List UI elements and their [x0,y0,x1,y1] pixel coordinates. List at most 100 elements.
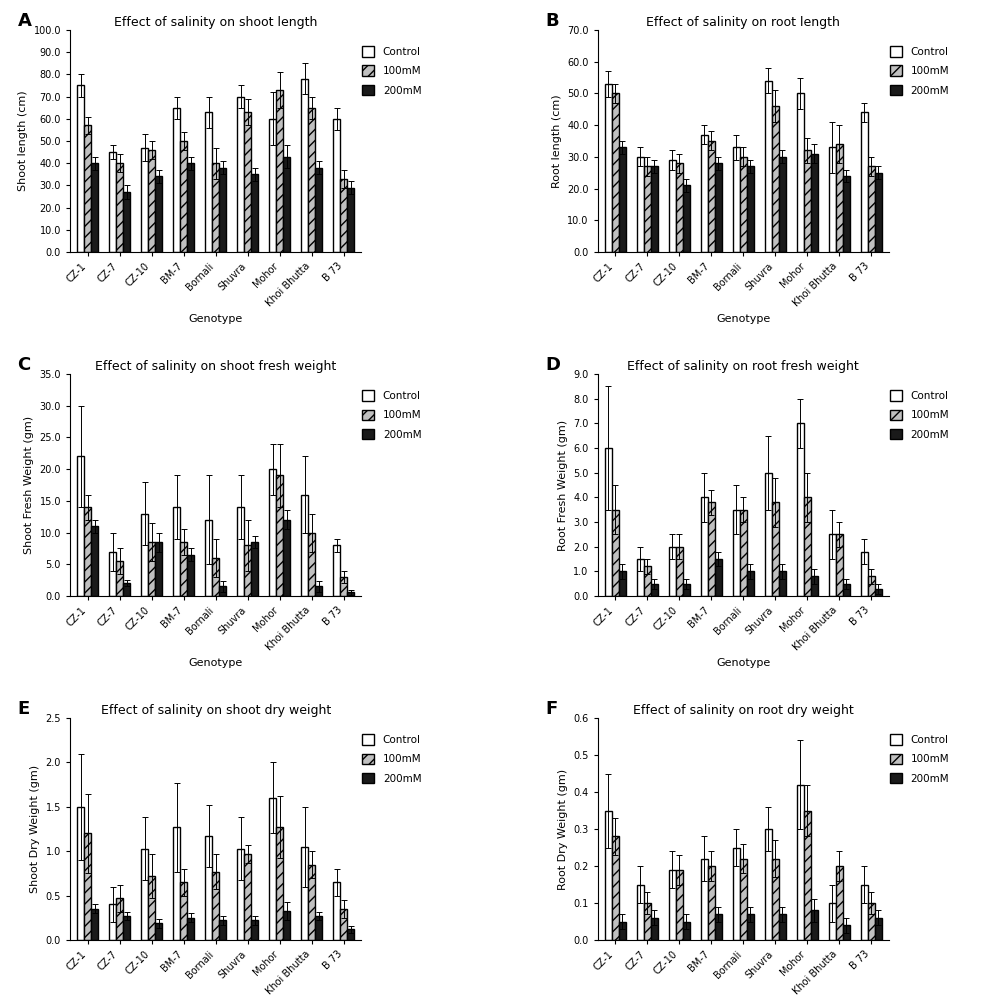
Bar [861,552,868,596]
Bar [340,909,347,940]
Bar [829,903,836,940]
Bar [836,866,843,940]
Bar [301,495,308,596]
Title: Effect of salinity on root length: Effect of salinity on root length [646,16,840,29]
Bar [123,192,130,252]
Bar [772,106,779,252]
Bar [733,147,740,252]
Bar [308,533,315,596]
Bar [123,583,130,596]
Bar [244,112,251,252]
Bar [605,84,612,252]
Bar [212,558,219,596]
Bar [644,166,651,252]
Bar [269,469,276,596]
X-axis label: Genotype: Genotype [189,314,243,324]
Y-axis label: Shoot length (cm): Shoot length (cm) [18,91,28,191]
Bar [619,922,626,940]
Bar [84,507,91,596]
Bar [612,836,619,940]
Text: F: F [545,700,557,718]
Bar [308,865,315,940]
Bar [205,112,212,252]
Bar [829,534,836,596]
Bar [91,163,98,252]
Bar [605,448,612,596]
Bar [77,456,84,596]
Bar [283,520,290,596]
Bar [733,510,740,596]
Bar [740,157,747,252]
Bar [875,918,882,940]
Bar [715,163,722,252]
Bar [205,520,212,596]
Bar [651,166,658,252]
Bar [612,510,619,596]
Y-axis label: Shoot Fresh Weight (gm): Shoot Fresh Weight (gm) [24,416,34,554]
Bar [683,185,690,252]
Bar [123,916,130,940]
Bar [77,85,84,252]
Bar [251,174,258,252]
Bar [765,829,772,940]
Bar [683,922,690,940]
Bar [843,176,850,252]
Bar [155,542,162,596]
Title: Effect of salinity on shoot dry weight: Effect of salinity on shoot dry weight [101,704,331,717]
Bar [868,576,875,596]
Bar [676,870,683,940]
Bar [219,920,226,940]
Bar [644,566,651,596]
Y-axis label: Root Dry Weight (gm): Root Dry Weight (gm) [558,768,568,890]
Bar [772,859,779,940]
Bar [187,918,194,940]
Y-axis label: Root Fresh Weight (gm): Root Fresh Weight (gm) [558,419,568,551]
Title: Effect of salinity on shoot fresh weight: Effect of salinity on shoot fresh weight [95,360,336,373]
Bar [637,885,644,940]
Bar [637,559,644,596]
Bar [740,510,747,596]
Bar [148,876,155,940]
Bar [747,166,754,252]
Bar [333,545,340,596]
Bar [315,586,322,596]
Bar [701,859,708,940]
Bar [251,920,258,940]
Bar [173,827,180,940]
Bar [779,157,786,252]
Bar [875,173,882,252]
Legend: Control, 100mM, 200mM: Control, 100mM, 200mM [890,46,949,96]
X-axis label: Genotype: Genotype [716,314,770,324]
Bar [301,79,308,252]
Bar [315,916,322,940]
Bar [829,147,836,252]
Bar [109,152,116,252]
Bar [276,827,283,940]
Bar [180,141,187,252]
Bar [141,514,148,596]
Bar [77,807,84,940]
Bar [148,542,155,596]
Bar [269,798,276,940]
Bar [187,555,194,596]
Bar [676,547,683,596]
Bar [347,188,354,252]
Text: A: A [18,12,31,30]
Legend: Control, 100mM, 200mM: Control, 100mM, 200mM [362,390,421,440]
X-axis label: Genotype: Genotype [716,658,770,668]
Bar [733,848,740,940]
Legend: Control, 100mM, 200mM: Control, 100mM, 200mM [362,734,421,784]
Title: Effect of salinity on root fresh weight: Effect of salinity on root fresh weight [627,360,859,373]
Bar [765,81,772,252]
Bar [109,552,116,596]
Bar [740,859,747,940]
Bar [141,849,148,940]
Bar [333,119,340,252]
Bar [116,561,123,596]
Bar [779,914,786,940]
Bar [283,157,290,252]
Bar [109,904,116,940]
Bar [708,502,715,596]
Bar [276,475,283,596]
Bar [84,833,91,940]
